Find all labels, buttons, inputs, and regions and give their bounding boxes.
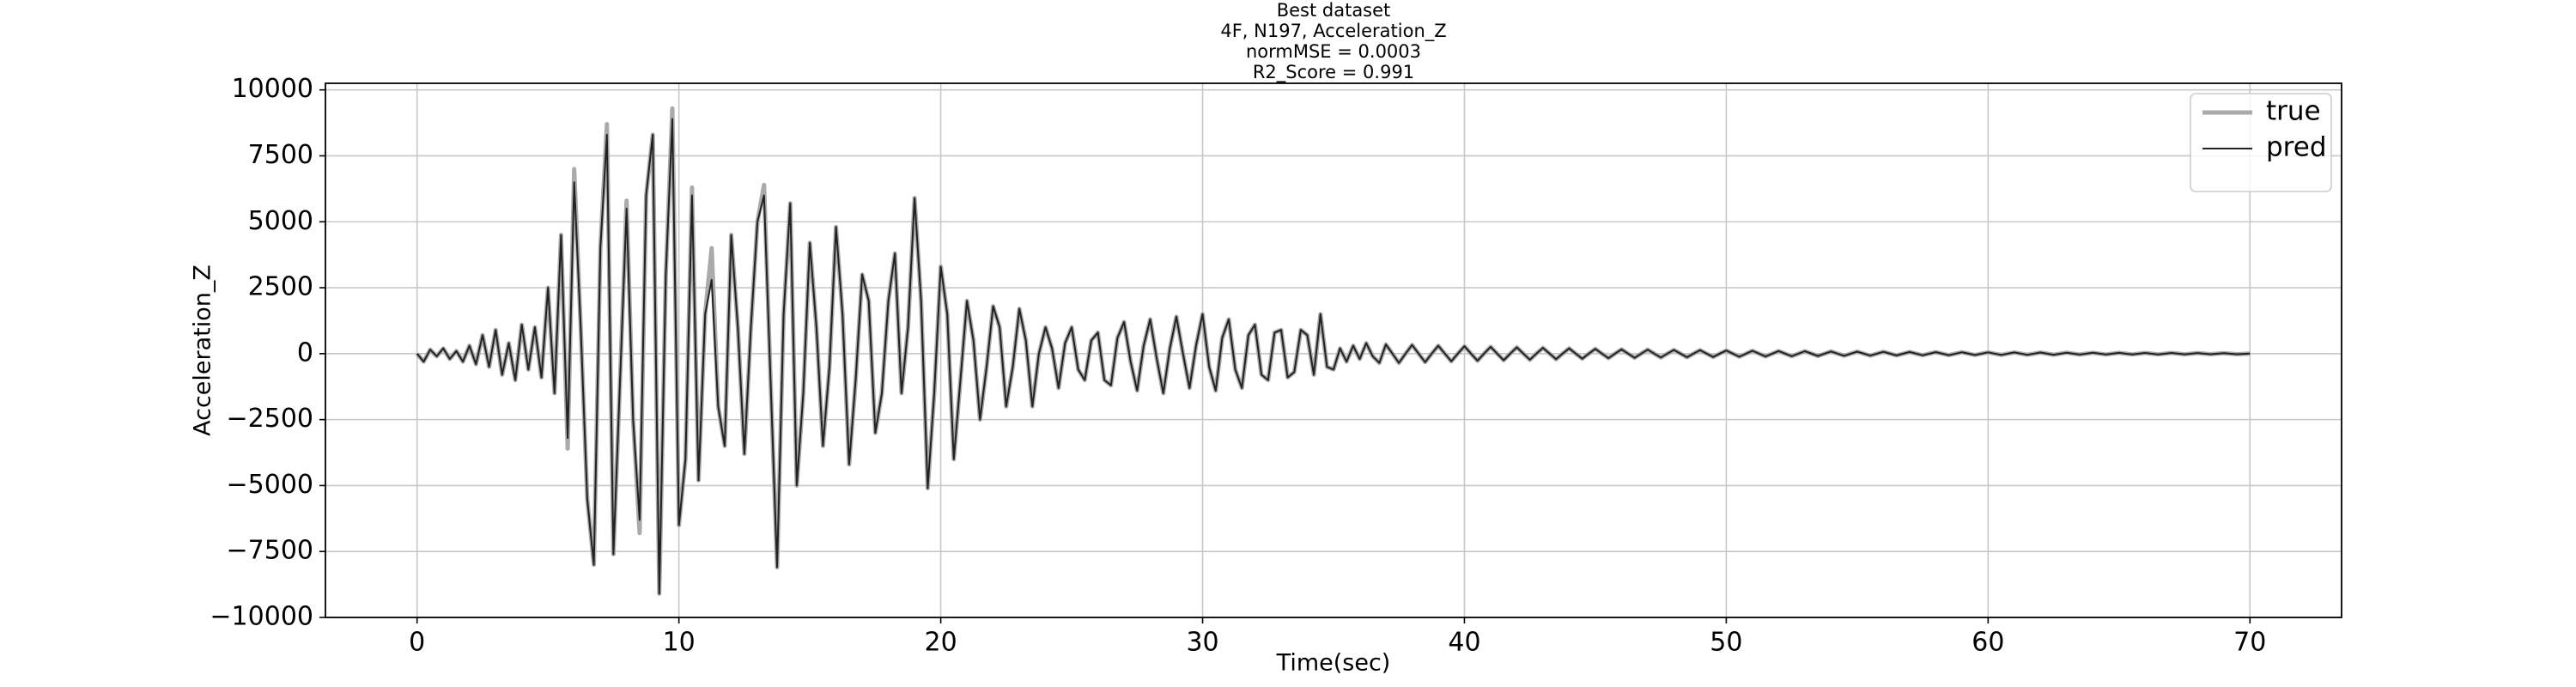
x-tick-label: 40 [1448,628,1480,658]
y-tick-label: −7500 [227,536,313,566]
x-tick-label: 60 [1971,628,2004,658]
y-tick-label: 10000 [232,74,313,104]
x-tick-label: 30 [1186,628,1218,658]
legend-label: pred [2266,132,2327,163]
y-tick-label: −5000 [227,470,313,500]
series-line [416,118,2251,595]
legend-box [2190,93,2332,192]
y-tick-label: −2500 [227,404,313,434]
x-tick-label: 50 [1710,628,1742,658]
legend-label: true [2266,96,2321,127]
y-tick-label: 0 [297,337,313,368]
chart-title: Best dataset [1277,0,1391,21]
plot-frame [325,82,2342,618]
chart-title: 4F, N197, Acceleration_Z [1220,21,1446,42]
y-axis-label: Acceleration_Z [190,264,216,436]
x-tick-label: 10 [663,628,696,658]
x-tick-label: 70 [2233,628,2266,658]
y-tick-label: −10000 [210,602,313,632]
chart-title: normMSE = 0.0003 [1246,41,1421,62]
y-tick-label: 5000 [248,206,313,236]
x-tick-label: 20 [925,628,957,658]
series-line [415,106,2251,596]
y-tick-label: 2500 [248,272,313,302]
y-tick-label: 7500 [248,140,313,170]
x-tick-label: 0 [409,628,425,658]
x-axis-label: Time(sec) [1276,650,1391,677]
chart-title: R2_Score = 0.991 [1253,62,1414,83]
